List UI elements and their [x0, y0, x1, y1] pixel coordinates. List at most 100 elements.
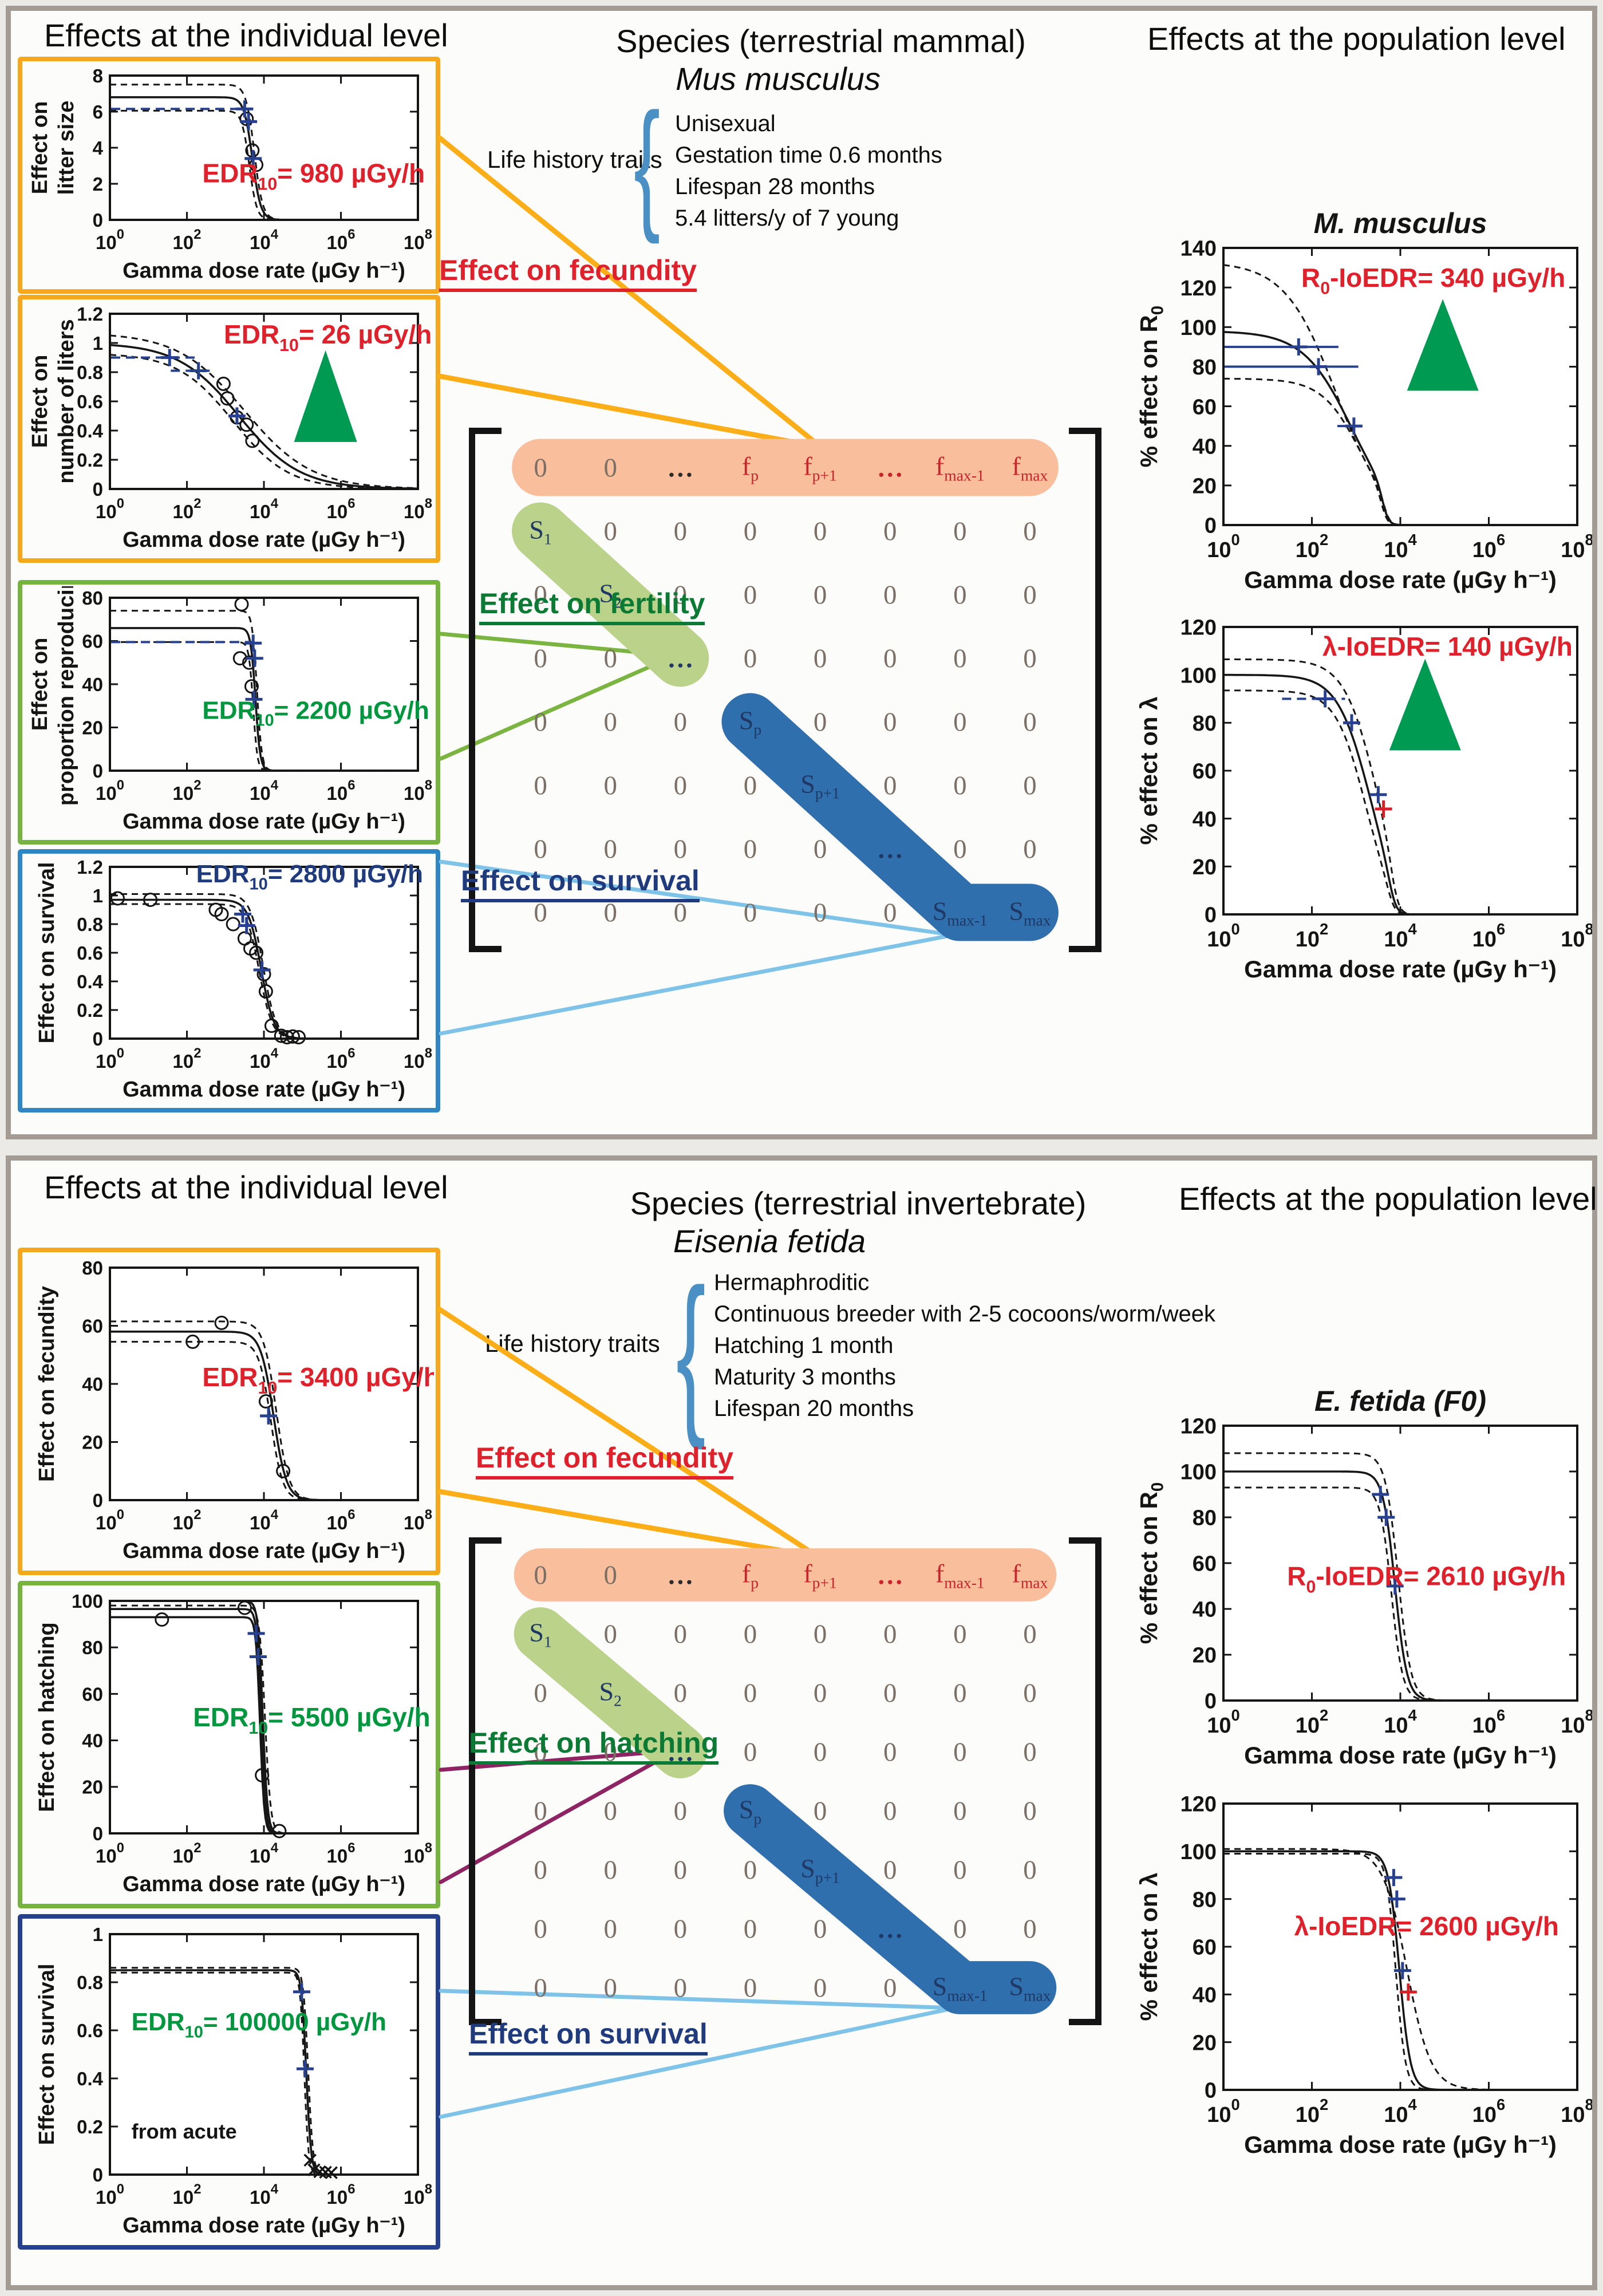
matrix-cell: 0 — [743, 1678, 757, 1708]
svg-text:Gamma dose rate (µGy h⁻¹): Gamma dose rate (µGy h⁻¹) — [1244, 566, 1557, 593]
matrix-cell: 0 — [883, 707, 897, 737]
svg-text:100: 100 — [72, 1591, 103, 1612]
species-name: Mus musculus — [676, 61, 881, 97]
svg-text:Effect on: Effect on — [28, 638, 52, 731]
svg-text:102: 102 — [173, 1507, 202, 1533]
matrix-cell: 0 — [953, 516, 967, 546]
svg-text:40: 40 — [82, 1730, 103, 1751]
svg-text:% effect on λ: % effect on λ — [1135, 1872, 1162, 2021]
svg-text:104: 104 — [1384, 1706, 1417, 1738]
svg-text:104: 104 — [250, 2181, 279, 2208]
trait-item: Hatching 1 month — [714, 1333, 894, 1358]
matrix-cell: fmax-1 — [935, 1558, 985, 1592]
svg-text:108: 108 — [1561, 531, 1592, 562]
matrix-cell: 0 — [603, 516, 617, 546]
chart-note: from acute — [132, 2120, 237, 2143]
matrix-cell: 0 — [813, 1619, 827, 1649]
matrix-cell: fp — [741, 451, 759, 484]
trait-item: Hermaphroditic — [714, 1270, 870, 1295]
matrix-cell: 0 — [743, 1737, 757, 1767]
header-individual-level: Effects at the individual level — [44, 17, 448, 53]
matrix-cell: 0 — [883, 1855, 897, 1885]
chart-effect-litter-size: 0 2 4 6 8 100 102 104 106 108 Gamma dose rate (µGy… — [24, 63, 434, 287]
edr-value-label: EDR10​= 980 µGy/h — [202, 158, 425, 194]
matrix-cell: Smax — [1009, 895, 1051, 929]
svg-text:60: 60 — [1193, 1552, 1217, 1576]
matrix-cell: … — [876, 453, 903, 482]
edr-value-label: λ-IoEDR= 140 µGy/h — [1322, 632, 1573, 661]
matrix-cell: 0 — [673, 1972, 688, 2003]
green-triangle-icon — [294, 350, 357, 442]
svg-text:102: 102 — [173, 496, 202, 522]
edr-value-label: R0​-IoEDR= 340 µGy/h — [1301, 263, 1565, 298]
svg-text:40: 40 — [1193, 435, 1217, 459]
header-individual-level: Effects at the individual level — [44, 1169, 448, 1205]
matrix-cell: 0 — [953, 643, 967, 673]
leslie-matrix-invertebrate: 0 0 … fp fp+1 … fmax-1 fmax S1 0 0 0 0 0 0 0 0 S2 0 0 0 0 0 0 0 0… — [469, 1537, 1101, 2025]
matrix-cell: 0 — [883, 770, 897, 800]
svg-text:6: 6 — [93, 101, 103, 123]
chart-effect-number-of-litters: 0 0.2 0.4 0.6 0.8 1 1.2 100 102 104 106 108 Gamma do… — [24, 301, 434, 557]
svg-text:102: 102 — [173, 778, 202, 804]
edr-value-label: R0​-IoEDR= 2610 µGy/h — [1287, 1561, 1566, 1596]
matrix-cell: 0 — [673, 834, 688, 864]
chart-percent-effect-r0-mammal: 0 20 40 60 80 100 120 140 100 102 104 106 108 Gamma d… — [1127, 204, 1594, 609]
matrix-cell: 0 — [673, 1796, 688, 1826]
svg-text:1.2: 1.2 — [77, 857, 103, 878]
trait-item: Gestation time 0.6 months — [675, 143, 942, 168]
chart-title: M. musculus — [1314, 207, 1487, 239]
matrix-cell: fmax-1 — [935, 451, 985, 484]
matrix-cell: 0 — [743, 897, 757, 928]
svg-text:108: 108 — [1561, 1706, 1592, 1738]
matrix-cell: 0 — [673, 707, 688, 737]
svg-text:102: 102 — [1296, 1706, 1329, 1738]
svg-text:102: 102 — [173, 1840, 202, 1867]
svg-text:106: 106 — [327, 1507, 356, 1533]
matrix-cell: Smax — [1009, 1971, 1051, 2005]
header-population-level: Effects at the population level — [1179, 1181, 1597, 1217]
matrix-cell: 0 — [953, 1619, 967, 1649]
svg-text:0: 0 — [1205, 2079, 1217, 2103]
matrix-cell: 0 — [813, 707, 827, 737]
matrix-cell: 0 — [534, 1972, 547, 2003]
matrix-cell: … — [667, 1560, 694, 1589]
svg-text:4: 4 — [93, 137, 104, 159]
svg-text:Effect on survival: Effect on survival — [35, 862, 59, 1044]
box-number-of-litters: 0 0.2 0.4 0.6 0.8 1 1.2 100 102 104 106 108 Gamma do… — [18, 295, 440, 563]
box-hatching: 0 20 40 60 80 100 100 102 104 106 108 Gamma dose ra… — [18, 1581, 440, 1908]
matrix-cell: S1 — [529, 514, 552, 548]
effect-on-fertility-label: Effect on fertility — [479, 587, 705, 625]
box-survival-mammal: 0 0.2 0.4 0.6 0.8 1 1.2 100 102 104 106 108 Gamma do… — [18, 849, 440, 1113]
effect-on-fecundity-label: Effect on fecundity — [439, 254, 697, 292]
matrix-cell: Smax-1 — [932, 1971, 988, 2005]
matrix-cell: 0 — [603, 643, 617, 673]
svg-text:108: 108 — [1561, 2096, 1592, 2127]
svg-text:Gamma dose rate (µGy h⁻¹): Gamma dose rate (µGy h⁻¹) — [123, 259, 405, 283]
svg-text:108: 108 — [404, 227, 432, 253]
svg-text:0.6: 0.6 — [77, 942, 103, 964]
matrix-cell: 0 — [534, 579, 547, 610]
matrix-cell: 0 — [883, 579, 897, 610]
green-triangle-icon — [1389, 658, 1461, 751]
svg-text:80: 80 — [1193, 356, 1217, 380]
svg-text:litter size: litter size — [54, 101, 78, 195]
matrix-cell: 0 — [1023, 516, 1037, 546]
matrix-cell: 0 — [953, 1796, 967, 1826]
matrix-cell: 0 — [673, 770, 688, 800]
svg-text:102: 102 — [173, 1046, 202, 1072]
matrix-cell: 0 — [603, 770, 617, 800]
svg-text:Effect on: Effect on — [28, 355, 52, 448]
matrix-cell: 0 — [1023, 770, 1037, 800]
matrix-cell: 0 — [1023, 707, 1037, 737]
svg-text:108: 108 — [404, 778, 432, 804]
svg-text:Gamma dose rate (µGy h⁻¹): Gamma dose rate (µGy h⁻¹) — [123, 810, 405, 834]
svg-text:40: 40 — [1193, 1983, 1217, 2007]
matrix-cell: 0 — [603, 452, 617, 483]
svg-text:104: 104 — [1384, 2096, 1417, 2127]
